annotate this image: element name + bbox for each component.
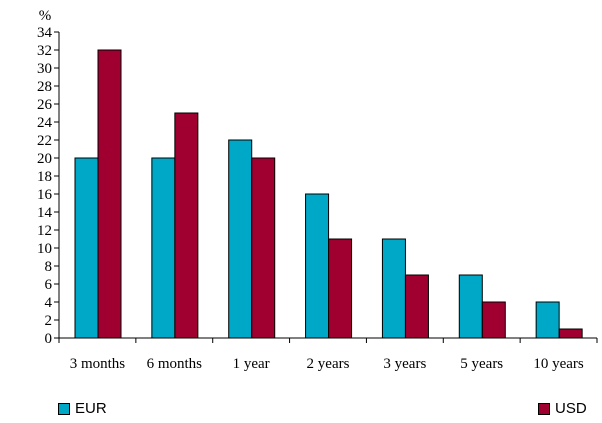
x-tick-label: 10 years xyxy=(533,356,584,372)
y-tick-label: 26 xyxy=(37,97,53,113)
bar-usd-1 xyxy=(174,112,199,339)
bar-eur-2 xyxy=(228,139,253,339)
y-tick-label: 4 xyxy=(45,295,53,311)
x-tick-label: 3 years xyxy=(383,356,426,372)
legend-label-eur: EUR xyxy=(75,400,107,417)
legend-swatch-usd xyxy=(538,402,550,415)
legend-label-usd: USD xyxy=(555,400,587,417)
y-tick-label: 24 xyxy=(37,115,53,131)
y-tick-label: 32 xyxy=(37,43,52,59)
y-tick-label: 0 xyxy=(45,331,53,347)
bar-eur-0 xyxy=(74,157,99,339)
bar-usd-5 xyxy=(481,301,506,339)
y-tick-label: 20 xyxy=(37,151,52,167)
bar-eur-5 xyxy=(458,274,483,339)
y-tick-label: 6 xyxy=(45,277,53,293)
bar-usd-2 xyxy=(251,157,276,339)
y-tick-label: 30 xyxy=(37,61,52,77)
y-tick-label: 34 xyxy=(37,25,53,41)
x-tick-label: 1 year xyxy=(233,356,270,372)
y-tick-label: 22 xyxy=(37,133,52,149)
x-tick-label: 6 months xyxy=(147,356,203,372)
x-tick-label: 5 years xyxy=(460,356,503,372)
y-tick-label: 28 xyxy=(37,79,52,95)
y-tick-label: 18 xyxy=(37,169,52,185)
legend-swatch-eur xyxy=(58,402,70,415)
y-tick-label: 14 xyxy=(37,205,53,221)
legend-eur: EUR xyxy=(58,400,107,417)
bar-usd-6 xyxy=(558,328,583,339)
bar-eur-4 xyxy=(381,238,406,339)
legend-usd: USD xyxy=(538,400,587,417)
y-tick-label: 16 xyxy=(37,187,53,203)
bar-usd-4 xyxy=(404,274,429,339)
x-axis: 3 months 6 months 1 year 2 years 3 years 5 ye… xyxy=(58,337,598,372)
x-tick-label: 2 years xyxy=(307,356,350,372)
bar-usd-0 xyxy=(97,49,122,339)
y-tick-label: 2 xyxy=(45,313,53,329)
bar-eur-6 xyxy=(535,301,560,339)
y-axis-label: % xyxy=(39,8,52,24)
bar-eur-1 xyxy=(151,157,176,339)
x-tick-label: 3 months xyxy=(70,356,126,372)
bar-eur-3 xyxy=(305,193,330,339)
bars-group xyxy=(74,49,583,339)
y-tick-label: 10 xyxy=(37,241,52,257)
y-tick-label: 12 xyxy=(37,223,52,239)
bar-usd-3 xyxy=(328,238,353,339)
y-tick-label: 8 xyxy=(45,259,53,275)
